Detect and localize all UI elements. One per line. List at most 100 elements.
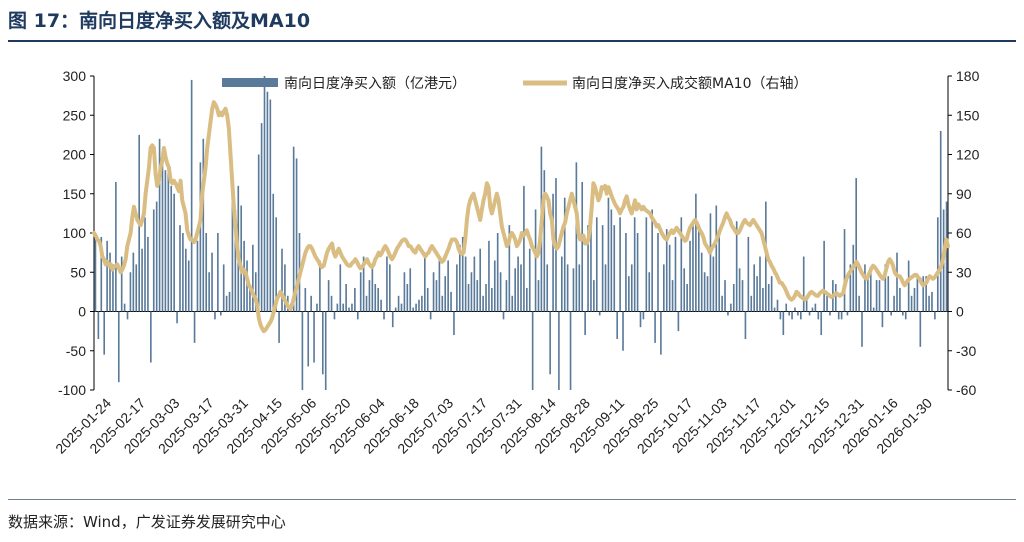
- bar: [767, 284, 770, 312]
- bar: [864, 264, 866, 312]
- bar: [482, 295, 484, 312]
- bars-layer: [94, 76, 948, 390]
- bar: [316, 303, 318, 312]
- bar: [485, 284, 487, 312]
- bar: [566, 264, 569, 312]
- bar: [409, 268, 412, 312]
- bar: [263, 76, 266, 312]
- bar: [633, 217, 636, 312]
- bar: [458, 244, 461, 312]
- bar: [578, 264, 581, 312]
- bar: [628, 276, 630, 312]
- bar: [834, 284, 837, 312]
- ma10-line: [92, 100, 950, 334]
- bar: [470, 272, 473, 312]
- bar: [117, 311, 120, 383]
- bar: [893, 295, 895, 312]
- bar: [301, 311, 304, 390]
- bar: [260, 123, 263, 312]
- bar: [706, 276, 709, 312]
- bar: [639, 311, 642, 328]
- bar: [342, 303, 345, 312]
- chart: 300250200150100500-50-100180150120906030…: [52, 68, 980, 457]
- bar: [441, 295, 444, 312]
- bar: [429, 311, 432, 320]
- bar: [330, 295, 333, 312]
- bar: [266, 91, 269, 312]
- bar: [630, 264, 633, 312]
- bar: [150, 311, 152, 363]
- bar: [928, 295, 930, 312]
- bar: [508, 225, 511, 312]
- bar: [109, 252, 111, 312]
- bar: [394, 307, 397, 312]
- bar: [616, 311, 619, 339]
- legend-line-label: 南向日度净买入成交额MA10（右轴）: [572, 75, 807, 92]
- bar: [284, 264, 286, 312]
- bar: [517, 256, 519, 312]
- bar: [310, 295, 312, 312]
- bar: [849, 264, 852, 312]
- bar: [371, 268, 374, 312]
- bar: [648, 272, 651, 312]
- bar: [899, 287, 901, 312]
- bar: [196, 240, 199, 312]
- bar: [560, 256, 563, 312]
- bar: [100, 236, 103, 312]
- bar: [826, 295, 828, 312]
- bar: [852, 244, 855, 312]
- bar: [674, 236, 677, 312]
- bar: [135, 264, 138, 312]
- bar: [257, 154, 260, 312]
- bar: [403, 272, 406, 312]
- bar: [184, 248, 187, 312]
- bar: [799, 311, 802, 320]
- bar: [569, 311, 572, 390]
- bar: [397, 295, 400, 312]
- bar: [846, 311, 849, 316]
- bar: [788, 311, 790, 316]
- bar: [467, 284, 470, 312]
- bar: [730, 303, 732, 312]
- bar: [735, 221, 738, 312]
- bar: [269, 99, 272, 312]
- bar: [861, 311, 863, 347]
- right-tick-label: 30: [956, 264, 972, 280]
- bar: [450, 291, 452, 312]
- bar: [654, 311, 656, 343]
- bar: [820, 311, 823, 336]
- right-tick-label: 90: [956, 186, 972, 202]
- bar: [222, 264, 225, 312]
- bar: [700, 252, 703, 312]
- bar: [869, 272, 872, 312]
- right-tick-label: 180: [956, 68, 980, 84]
- bar: [636, 233, 639, 312]
- source-note: 数据来源：Wind，广发证券发展研究中心: [8, 513, 286, 531]
- bar: [686, 284, 688, 312]
- bar: [435, 280, 438, 312]
- bar: [802, 256, 805, 312]
- bar: [762, 287, 764, 312]
- bar: [345, 284, 347, 312]
- bar: [671, 280, 674, 312]
- bar: [619, 217, 621, 312]
- bar: [680, 217, 683, 312]
- bar: [488, 240, 490, 312]
- bar: [692, 221, 694, 312]
- bar: [225, 295, 228, 312]
- bar: [907, 260, 910, 312]
- bar: [936, 217, 939, 312]
- right-tick-label: 0: [956, 304, 964, 320]
- bar: [173, 193, 175, 312]
- bar: [610, 209, 613, 312]
- bar: [537, 280, 540, 312]
- bar: [115, 181, 117, 312]
- bar: [563, 197, 566, 312]
- bar: [750, 295, 753, 312]
- bar: [319, 260, 321, 312]
- bar: [252, 244, 254, 312]
- bar: [939, 130, 942, 312]
- bar: [141, 248, 143, 312]
- bar: [464, 256, 467, 312]
- bar: [491, 287, 493, 312]
